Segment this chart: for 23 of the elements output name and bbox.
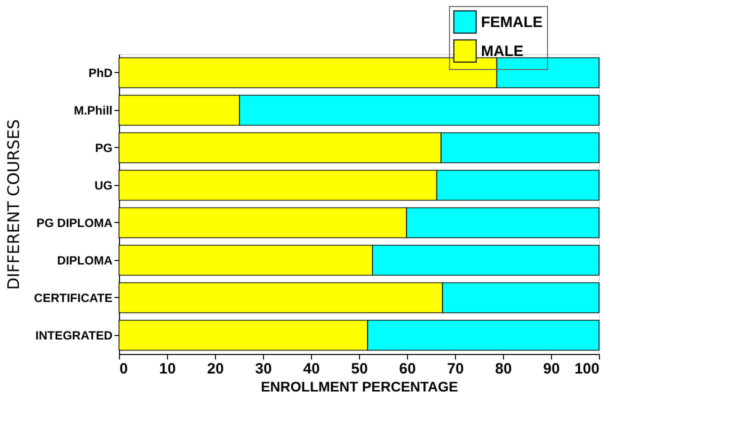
y-tick-label: CERTIFICATE <box>34 290 112 305</box>
x-axis-title: ENROLLMENT PERCENTAGE <box>260 378 458 394</box>
x-tick-label: 70 <box>447 360 464 378</box>
x-tick-label: 10 <box>159 360 176 378</box>
legend-label: MALE <box>481 43 524 60</box>
x-tick-label: 60 <box>399 360 416 378</box>
x-tick-label: 0 <box>120 360 128 378</box>
x-tick-label: 100 <box>574 360 600 378</box>
y-tick-label: UG <box>94 178 112 192</box>
x-tick-label: 20 <box>207 360 224 378</box>
x-tick-label: 50 <box>351 360 368 378</box>
x-tick-label: 80 <box>495 360 512 378</box>
y-tick-label: DIPLOMA <box>57 253 113 268</box>
y-tick-label: INTEGRATED <box>35 328 113 342</box>
y-tick-label: PG <box>95 140 112 155</box>
legend-label: FEMALE <box>481 14 543 31</box>
x-tick-label: 30 <box>255 360 272 378</box>
y-tick-label: PhD <box>88 66 113 80</box>
y-tick-label: PG DIPLOMA <box>36 216 113 230</box>
x-tick-label: 40 <box>303 360 320 378</box>
y-tick-label: M.Phill <box>74 103 112 118</box>
y-axis-title: DIFFERENT COURSES <box>4 119 24 290</box>
x-tick-label: 90 <box>543 360 560 378</box>
